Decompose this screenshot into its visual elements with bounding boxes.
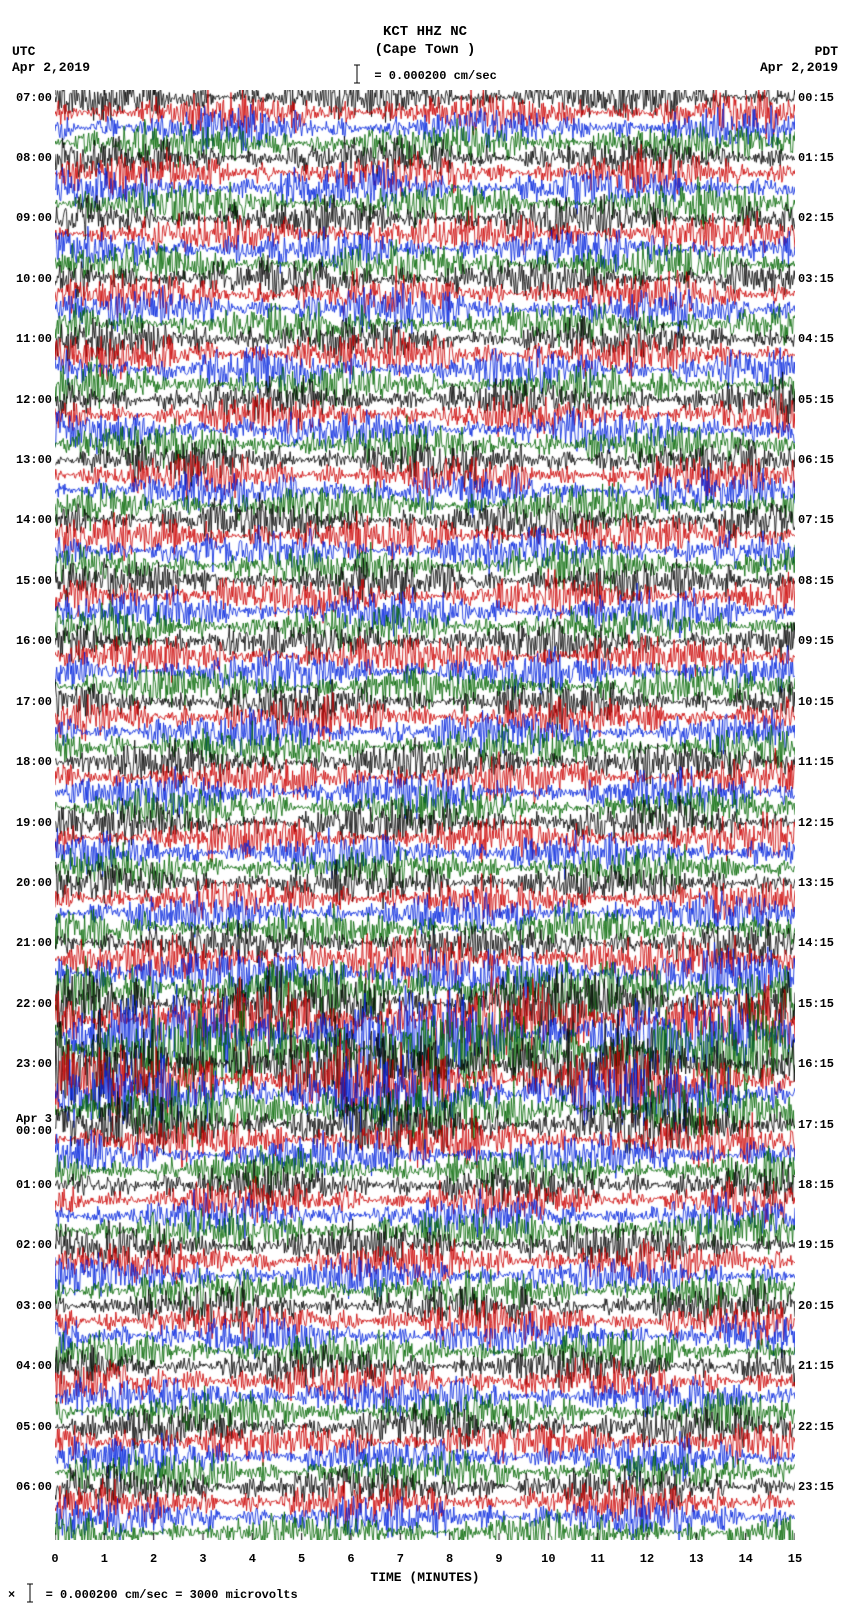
x-tick: 1 (101, 1552, 108, 1566)
scale-line: = 0.000200 cm/sec (0, 64, 850, 88)
utc-hour-label: 23:00 (0, 1058, 55, 1070)
footer-scale-bar-icon (26, 1583, 34, 1607)
pdt-hour-label: 17:15 (795, 1119, 850, 1131)
tz-left-label: UTC (12, 44, 35, 59)
x-tick: 10 (541, 1552, 555, 1566)
pdt-hour-label: 04:15 (795, 333, 850, 345)
x-tick: 7 (397, 1552, 404, 1566)
x-tick: 13 (689, 1552, 703, 1566)
pdt-hour-label: 01:15 (795, 152, 850, 164)
utc-hour-label: 12:00 (0, 394, 55, 406)
pdt-hour-label: 07:15 (795, 514, 850, 526)
utc-hour-label: 10:00 (0, 273, 55, 285)
utc-hour-label: 22:00 (0, 998, 55, 1010)
footer-scale: × = 0.000200 cm/sec = 3000 microvolts (8, 1583, 298, 1607)
x-tick: 12 (640, 1552, 654, 1566)
pdt-hour-label: 20:15 (795, 1300, 850, 1312)
pdt-hour-label: 00:15 (795, 92, 850, 104)
scale-bar-icon (353, 64, 361, 88)
x-tick: 0 (51, 1552, 58, 1566)
utc-hour-label: 04:00 (0, 1360, 55, 1372)
footer-text: = 0.000200 cm/sec = 3000 microvolts (46, 1588, 298, 1602)
helicorder-canvas (55, 90, 795, 1540)
pdt-hour-label: 06:15 (795, 454, 850, 466)
pdt-hour-label: 10:15 (795, 696, 850, 708)
pdt-hour-label: 16:15 (795, 1058, 850, 1070)
pdt-hour-label: 11:15 (795, 756, 850, 768)
pdt-hour-label: 09:15 (795, 635, 850, 647)
scale-value: = 0.000200 cm/sec (374, 69, 496, 83)
pdt-hour-label: 08:15 (795, 575, 850, 587)
date-left-label: Apr 2,2019 (12, 60, 90, 75)
x-tick: 2 (150, 1552, 157, 1566)
pdt-hour-label: 21:15 (795, 1360, 850, 1372)
utc-hour-label: 15:00 (0, 575, 55, 587)
station-location: (Cape Town ) (0, 42, 850, 58)
x-tick: 5 (298, 1552, 305, 1566)
x-tick: 14 (738, 1552, 752, 1566)
pdt-hour-label: 18:15 (795, 1179, 850, 1191)
utc-hour-label: 02:00 (0, 1239, 55, 1251)
utc-hour-label: 21:00 (0, 937, 55, 949)
station-title: KCT HHZ NC (0, 24, 850, 40)
pdt-hour-label: 05:15 (795, 394, 850, 406)
tz-right-label: PDT (815, 44, 838, 59)
utc-hour-label: 07:00 (0, 92, 55, 104)
pdt-hour-label: 14:15 (795, 937, 850, 949)
utc-hour-label: 14:00 (0, 514, 55, 526)
x-tick: 15 (788, 1552, 802, 1566)
utc-hour-label: 01:00 (0, 1179, 55, 1191)
utc-hour-label: 11:00 (0, 333, 55, 345)
header: KCT HHZ NC (Cape Town ) = 0.000200 cm/se… (0, 0, 850, 88)
x-tick: 11 (590, 1552, 604, 1566)
x-axis: 0123456789101112131415TIME (MINUTES) (55, 1552, 795, 1585)
utc-hour-label: 09:00 (0, 212, 55, 224)
pdt-hour-label: 02:15 (795, 212, 850, 224)
x-tick: 3 (199, 1552, 206, 1566)
helicorder-page: KCT HHZ NC (Cape Town ) = 0.000200 cm/se… (0, 0, 850, 1613)
date-right-label: Apr 2,2019 (760, 60, 838, 75)
utc-hour-labels: 07:00 08:00 09:00 10:00 11:00 12:00 13:00 14:00… (0, 90, 55, 1540)
pdt-hour-label: 22:15 (795, 1421, 850, 1433)
pdt-hour-label: 15:15 (795, 998, 850, 1010)
utc-hour-label: 13:00 (0, 454, 55, 466)
x-tick: 4 (249, 1552, 256, 1566)
pdt-hour-label: 12:15 (795, 817, 850, 829)
utc-hour-label: 19:00 (0, 817, 55, 829)
pdt-hour-label: 03:15 (795, 273, 850, 285)
x-tick: 6 (347, 1552, 354, 1566)
utc-hour-label: Apr 3 00:00 (0, 1113, 55, 1137)
pdt-hour-labels: 00:15 01:15 02:15 03:15 04:15 05:15 06:15 07:15… (795, 90, 850, 1540)
x-tick: 8 (446, 1552, 453, 1566)
utc-hour-label: 03:00 (0, 1300, 55, 1312)
utc-hour-label: 17:00 (0, 696, 55, 708)
helicorder-plot (55, 90, 795, 1540)
utc-hour-label: 18:00 (0, 756, 55, 768)
utc-hour-label: 05:00 (0, 1421, 55, 1433)
utc-hour-label: 20:00 (0, 877, 55, 889)
x-tick: 9 (495, 1552, 502, 1566)
pdt-hour-label: 23:15 (795, 1481, 850, 1493)
footer-prefix: × (8, 1588, 15, 1602)
pdt-hour-label: 19:15 (795, 1239, 850, 1251)
utc-hour-label: 06:00 (0, 1481, 55, 1493)
utc-hour-label: 16:00 (0, 635, 55, 647)
utc-hour-label: 08:00 (0, 152, 55, 164)
pdt-hour-label: 13:15 (795, 877, 850, 889)
